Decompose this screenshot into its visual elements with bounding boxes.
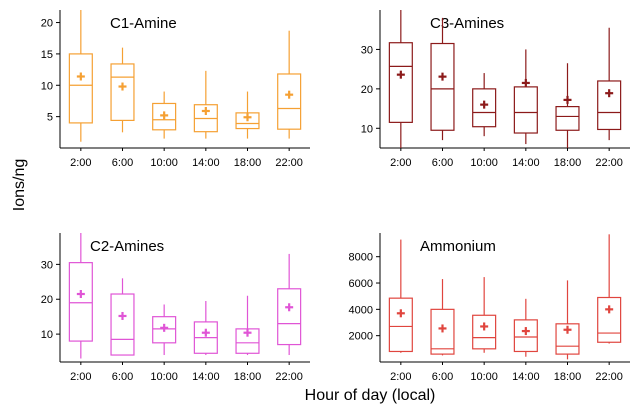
panel-title: C3-Amines	[430, 15, 504, 32]
box-iqr	[235, 112, 260, 130]
box-iqr	[555, 323, 580, 355]
box-iqr	[430, 308, 455, 355]
x-tick-label: 6:00	[112, 157, 133, 169]
x-tick-label: 2:00	[390, 371, 411, 383]
box-iqr	[472, 314, 497, 350]
panel-c2-amines: 10 20 30 2:00 6:00 10:00 14:00 18:00 22:00 C2-Ami…	[41, 233, 310, 383]
box-1400	[513, 49, 538, 145]
y-tick-label: 20	[41, 18, 53, 30]
box-iqr	[513, 319, 538, 353]
x-tick-label: 14:00	[192, 157, 220, 169]
x-tick-label: 6:00	[432, 157, 453, 169]
box-1400	[513, 298, 538, 357]
box-200	[68, 10, 93, 142]
x-tick-label: 18:00	[554, 157, 582, 169]
x-tick-label: 14:00	[512, 371, 540, 383]
box-600	[110, 278, 135, 356]
x-tick-label: 10:00	[470, 371, 498, 383]
x-tick-label: 6:00	[112, 371, 133, 383]
panel-title: C2-Amines	[90, 238, 164, 255]
x-tick-label: 22:00	[595, 157, 623, 169]
x-tick-label: 10:00	[150, 371, 178, 383]
box-200	[68, 233, 93, 359]
panel-ammonium: 2000 4000 6000 8000 2:00 6:00 10:00 14:00 18:00 2…	[349, 233, 630, 383]
y-axis-label: Ions/ng	[11, 159, 28, 211]
x-tick-label: 22:00	[275, 157, 303, 169]
box-iqr	[513, 86, 538, 134]
box-2200	[277, 253, 302, 356]
box-1000	[472, 277, 497, 353]
box-2200	[597, 27, 622, 141]
x-tick-label: 14:00	[192, 371, 220, 383]
y-tick-label: 30	[361, 44, 373, 56]
y-tick-label: 10	[41, 80, 53, 92]
y-tick-label: 8000	[349, 252, 373, 264]
x-tick-label: 10:00	[150, 157, 178, 169]
x-tick-label: 10:00	[470, 157, 498, 169]
box-iqr	[152, 102, 177, 131]
box-iqr	[597, 296, 622, 343]
box-iqr	[152, 316, 177, 344]
box-1800	[235, 295, 260, 356]
box-iqr	[388, 297, 413, 353]
y-tick-label: 20	[361, 84, 373, 96]
x-tick-label: 2:00	[70, 157, 91, 169]
x-tick-label: 18:00	[554, 371, 582, 383]
x-tick-label: 22:00	[595, 371, 623, 383]
x-tick-label: 18:00	[234, 157, 262, 169]
y-tick-label: 30	[41, 259, 53, 271]
box-200	[388, 10, 413, 148]
panel-title: C1-Amine	[110, 15, 177, 32]
box-iqr	[277, 288, 302, 346]
box-2200	[597, 234, 622, 344]
box-1000	[152, 91, 177, 139]
box-600	[430, 17, 455, 141]
y-tick-label: 20	[41, 294, 53, 306]
box-1800	[555, 63, 580, 148]
box-2200	[277, 30, 302, 139]
y-tick-label: 10	[361, 123, 373, 135]
x-axis-label: Hour of day (local)	[305, 387, 436, 404]
chart-panels: 5 10 15 20 2:00 6:00 10:00 14:00 18:00 22:00 C1-Am…	[41, 10, 630, 383]
x-tick-label: 6:00	[432, 371, 453, 383]
box-iqr	[110, 293, 135, 356]
box-iqr	[68, 262, 93, 342]
box-1800	[235, 91, 260, 139]
box-200	[388, 239, 413, 353]
box-iqr	[68, 53, 93, 124]
x-tick-label: 14:00	[512, 157, 540, 169]
panel-c1-amine: 5 10 15 20 2:00 6:00 10:00 14:00 18:00 22:00 C1-Am…	[41, 10, 310, 169]
box-iqr	[555, 105, 580, 131]
box-iqr	[597, 80, 622, 131]
x-tick-label: 22:00	[275, 371, 303, 383]
x-tick-label: 2:00	[70, 371, 91, 383]
box-iqr	[277, 73, 302, 130]
panel-title: Ammonium	[420, 238, 496, 255]
box-iqr	[430, 42, 455, 131]
box-600	[430, 279, 455, 356]
box-iqr	[472, 88, 497, 128]
y-tick-label: 5	[47, 112, 53, 124]
y-tick-label: 4000	[349, 304, 373, 316]
box-iqr	[110, 63, 135, 121]
x-tick-label: 2:00	[390, 157, 411, 169]
y-tick-label: 15	[41, 49, 53, 61]
box-1400	[193, 70, 218, 139]
y-tick-label: 2000	[349, 331, 373, 343]
panel-c3-amines: 10 20 30 2:00 6:00 10:00 14:00 18:00 22:00 C3-Ami…	[361, 10, 630, 169]
y-tick-label: 10	[41, 329, 53, 341]
box-1000	[472, 73, 497, 137]
box-1800	[555, 280, 580, 360]
box-1400	[193, 300, 218, 356]
box-600	[110, 47, 135, 133]
y-tick-label: 6000	[349, 278, 373, 290]
box-1000	[152, 304, 177, 356]
x-tick-label: 18:00	[234, 371, 262, 383]
box-iqr	[388, 42, 413, 123]
